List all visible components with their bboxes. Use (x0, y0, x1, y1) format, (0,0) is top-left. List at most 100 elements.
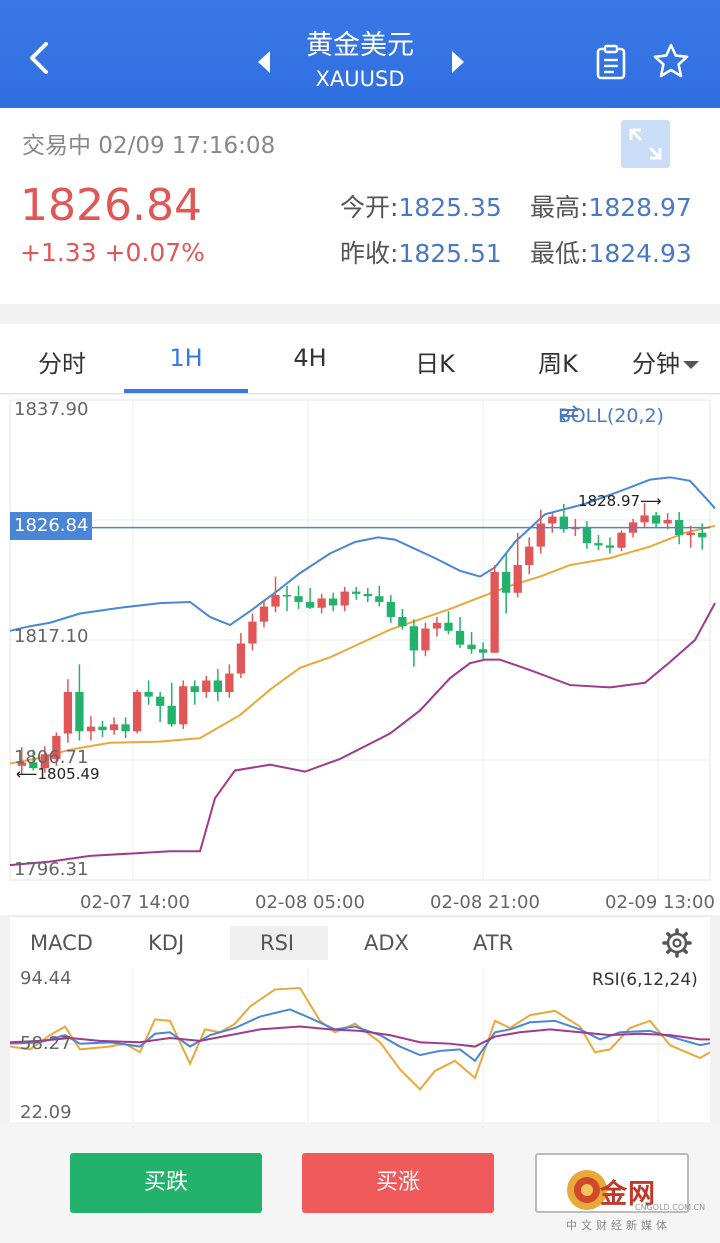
boll-indicator-label[interactable]: BOLL(20,2) (558, 405, 664, 427)
tab-weekly[interactable]: 周K (538, 350, 578, 378)
last-price: 1826.84 (20, 180, 202, 231)
rsi-y-tick-label: 94.44 (20, 968, 72, 989)
buy-button[interactable]: 买涨 (302, 1153, 494, 1213)
candle-body (559, 516, 568, 530)
low-value: 1824.93 (588, 239, 692, 268)
high-marker-value: 1828.97 (578, 492, 641, 510)
tab-kdj[interactable]: KDJ (148, 931, 185, 955)
candle-body (352, 591, 361, 594)
x-tick-label: 02-07 14:00 (80, 892, 190, 913)
rsi-line-rsi24 (10, 1025, 710, 1048)
tab-rsi[interactable]: RSI (260, 931, 295, 955)
candle-body (121, 724, 130, 732)
candle-body (536, 523, 545, 547)
candle-body (686, 532, 695, 536)
candle-body (29, 762, 38, 769)
sell-button[interactable]: 买跌 (70, 1153, 262, 1213)
arrow-left-icon: ⟵ (16, 765, 38, 783)
candle-body (490, 571, 499, 653)
candle-body (190, 686, 199, 692)
y-tick-label: 1837.90 (14, 399, 89, 420)
watermark-brand: 金网 (600, 1179, 656, 1210)
kline-plot (9, 399, 716, 881)
price-change: +1.33 +0.07% (20, 238, 205, 267)
boll-lower-line (9, 602, 716, 867)
active-tab-indicator (124, 389, 248, 393)
candle-body (317, 598, 326, 608)
candle-body (179, 686, 188, 725)
tab-minute-label: 分钟 (632, 350, 680, 378)
rsi-panel[interactable]: 94.44 58.27 22.09 RSI(6,12,24) (10, 968, 710, 1123)
kline-chart[interactable]: 1837.90 1817.10 1806.71 1796.31 1826.84 … (0, 395, 720, 915)
candle-body (52, 735, 61, 759)
candle-body (640, 515, 649, 523)
x-tick-label: 02-08 05:00 (255, 892, 365, 913)
candle-body (248, 621, 257, 644)
open-stat: 今开:1825.35 (340, 188, 502, 224)
star-icon[interactable] (652, 42, 690, 80)
candle-body (594, 543, 603, 546)
candle-body (432, 622, 442, 629)
candle-body (167, 705, 176, 725)
candle-body (663, 520, 672, 524)
candle-body (144, 691, 153, 697)
current-price-tag: 1826.84 (10, 512, 93, 540)
candle-body (409, 626, 419, 651)
y-tick-label: 1806.71 (14, 747, 89, 768)
candle-body (455, 630, 465, 645)
high-value: 1828.97 (588, 193, 692, 222)
prev-close-stat: 昨收:1825.51 (340, 234, 502, 270)
candle-body (467, 644, 476, 650)
rsi-y-tick-label: 22.09 (20, 1102, 72, 1123)
candle-body (75, 691, 84, 732)
candle-body (63, 691, 73, 734)
candle-body (98, 726, 107, 731)
low-marker-value: 1805.49 (37, 765, 100, 783)
trading-status: 交易中 02/09 17:16:08 (22, 133, 276, 159)
candle-body (363, 593, 372, 597)
tab-minute[interactable]: 分钟 (632, 344, 712, 379)
period-tabs: 分时 1H 4H 日K 周K 分钟 (0, 324, 720, 394)
tab-atr[interactable]: ATR (473, 931, 514, 955)
symbol-name: 黄金美元 (306, 30, 414, 61)
back-icon[interactable] (26, 38, 54, 78)
candle-body (386, 601, 395, 617)
tab-4h[interactable]: 4H (293, 344, 327, 372)
candle-body (617, 532, 626, 548)
tab-1h[interactable]: 1H (169, 344, 203, 372)
candle-body (502, 571, 511, 593)
next-symbol-icon[interactable] (450, 50, 466, 74)
candle-body (294, 596, 303, 602)
candle-body (213, 680, 222, 692)
top-bar: 黄金美元 XAUUSD (0, 0, 720, 108)
candle-body (109, 724, 119, 731)
tab-timeshare[interactable]: 分时 (38, 350, 86, 378)
prev-symbol-icon[interactable] (256, 50, 272, 74)
tab-daily[interactable]: 日K (415, 350, 455, 378)
high-label: 最高: (530, 193, 589, 222)
candle-body (156, 696, 165, 706)
high-stat: 最高:1828.97 (530, 188, 692, 224)
more-button[interactable] (535, 1153, 689, 1213)
watermark-url: CNGOLD.COM.CN (635, 1203, 706, 1212)
active-indicator-bg (230, 926, 328, 960)
open-value: 1825.35 (398, 193, 502, 222)
expand-icon (629, 128, 662, 160)
x-tick-label: 02-09 13:00 (605, 892, 715, 913)
boll-text: BOLL(20,2) (558, 405, 664, 427)
candle-body (329, 598, 338, 606)
boll-mid-line (9, 524, 716, 765)
rsi-y-tick-label: 58.27 (20, 1033, 72, 1054)
tab-adx[interactable]: ADX (364, 931, 409, 955)
clipboard-icon[interactable] (594, 44, 628, 80)
fullscreen-button[interactable] (621, 120, 670, 168)
gear-icon[interactable] (662, 928, 692, 958)
low-stat: 最低:1824.93 (530, 234, 692, 270)
candle-body (513, 565, 522, 593)
tab-macd[interactable]: MACD (30, 931, 93, 955)
high-marker: 1828.97⟶ (578, 492, 662, 510)
candle-body (548, 516, 557, 524)
candle-body (340, 591, 349, 606)
candle-body (398, 616, 407, 627)
candle-body (698, 532, 707, 538)
